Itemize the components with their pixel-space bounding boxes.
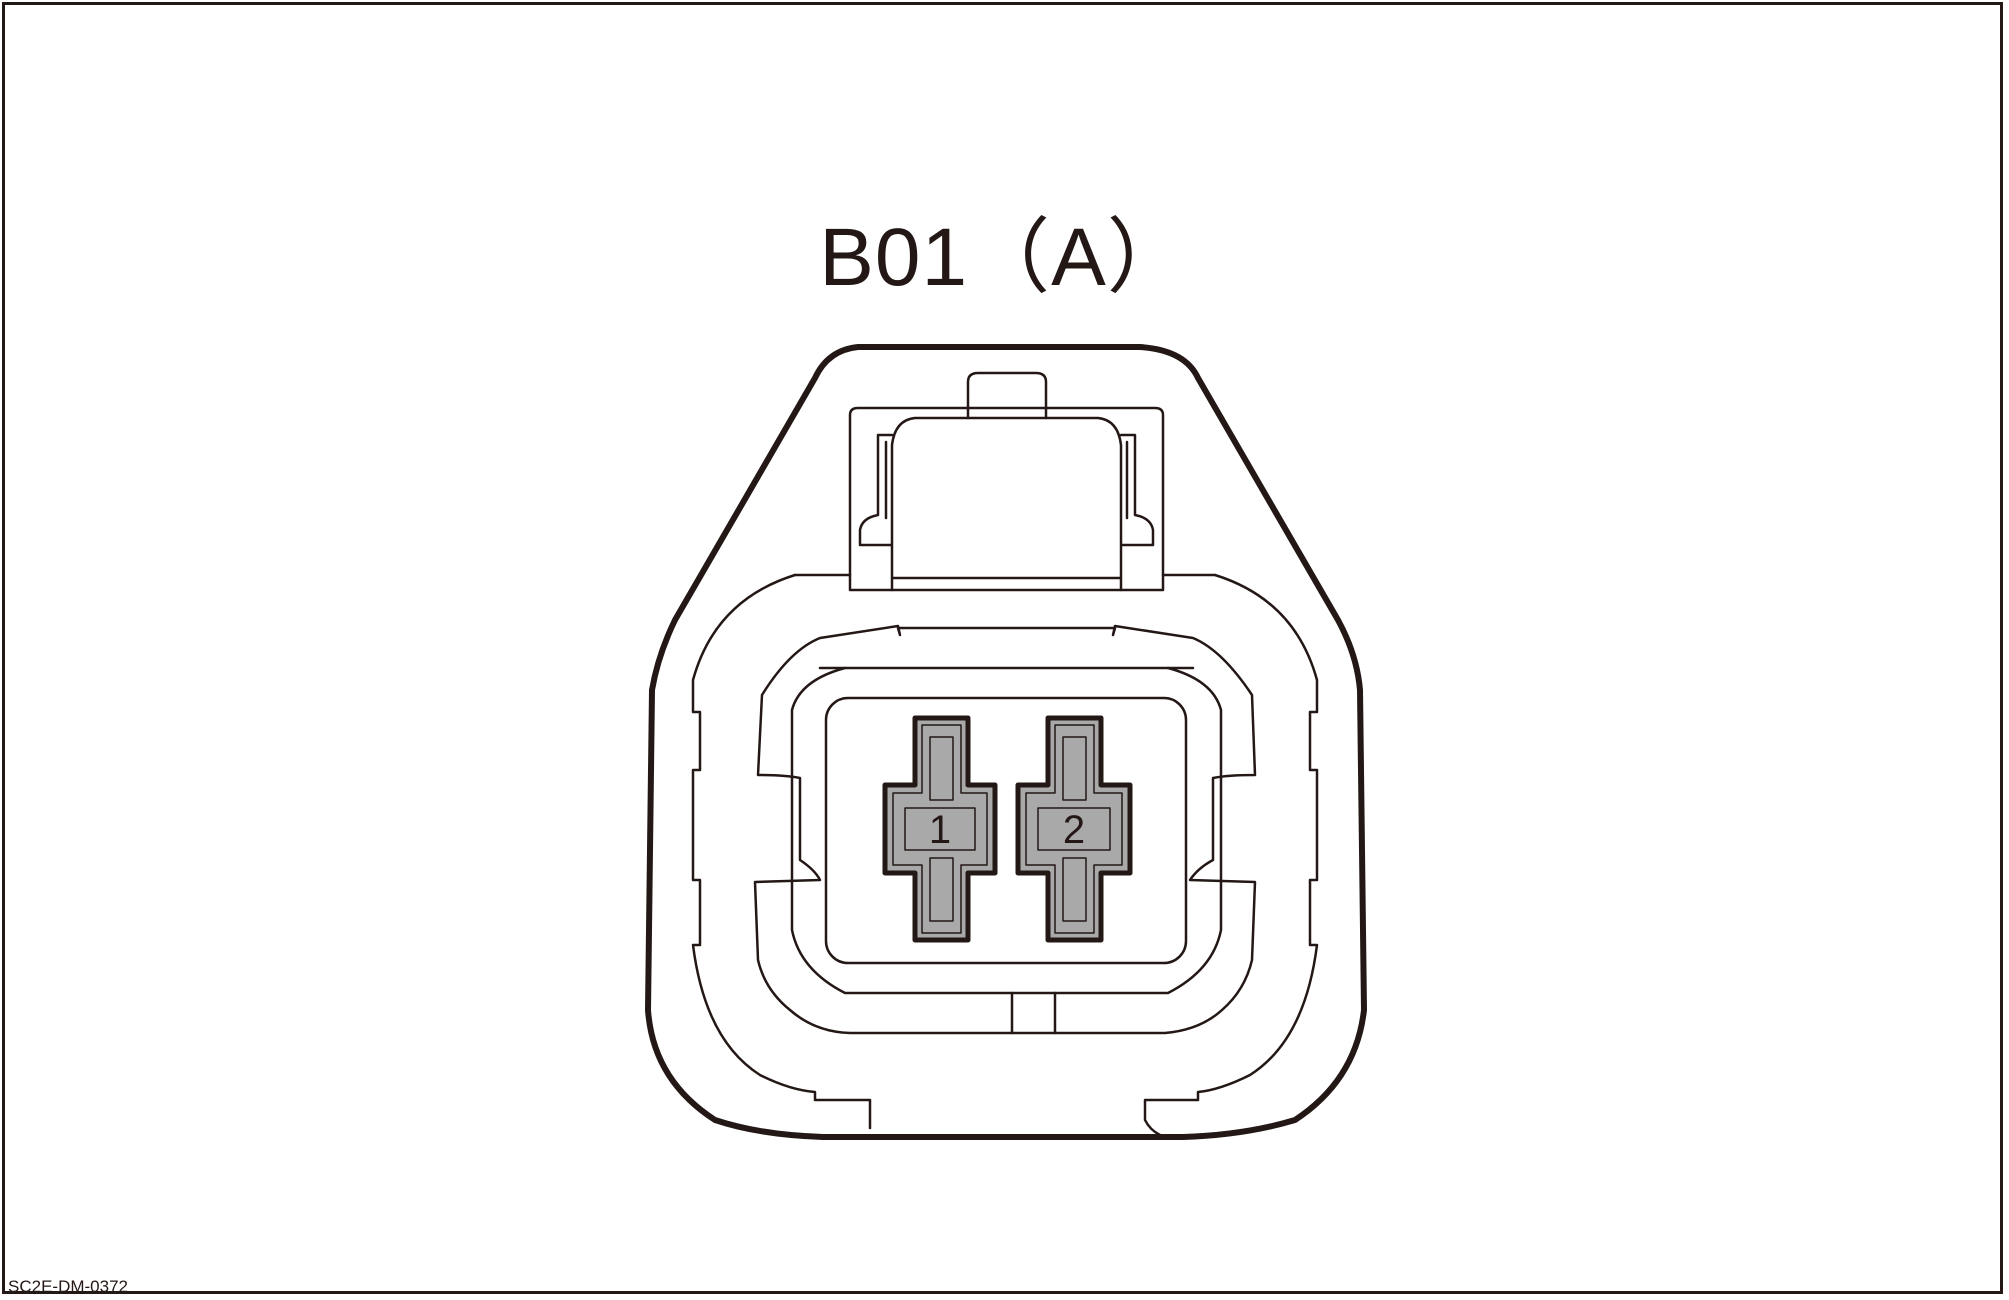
pin-1-label: 1 xyxy=(929,808,951,852)
face-bottom-slot xyxy=(1010,991,1057,1035)
terminal-cavity xyxy=(824,696,1188,965)
terminal-1 xyxy=(882,715,998,943)
pin-2-label: 2 xyxy=(1063,808,1085,852)
figure-code: SC2E-DM-0372 xyxy=(8,1277,128,1296)
lock-tab xyxy=(966,371,1048,420)
connector-face-inner xyxy=(790,666,1223,995)
connector-outer-housing xyxy=(645,344,1367,1140)
terminal-2 xyxy=(1015,715,1133,943)
lock-latch-frame xyxy=(848,406,1165,592)
connector-title: B01（A） xyxy=(819,212,1190,303)
lock-latch-inner xyxy=(858,416,1155,592)
connector-face-outer xyxy=(753,624,1257,1035)
inner-shroud xyxy=(1143,573,1319,1137)
inner-shroud xyxy=(691,573,872,1130)
